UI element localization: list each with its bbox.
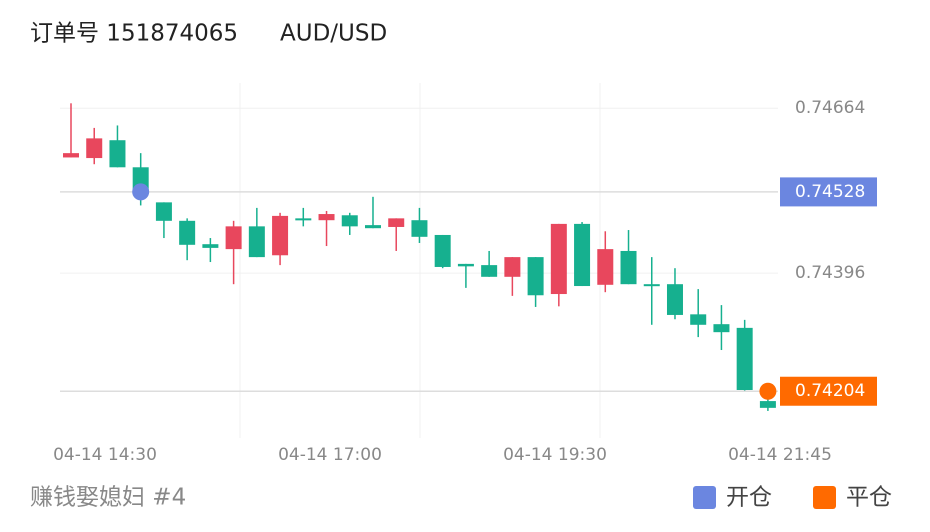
candle-body bbox=[364, 225, 381, 229]
candle-body bbox=[179, 220, 196, 245]
candle-body bbox=[388, 218, 405, 227]
x-tick-label: 04-14 21:45 bbox=[728, 445, 832, 465]
order-label: 订单号 151874065 bbox=[30, 21, 238, 47]
open_price-dot bbox=[132, 183, 150, 201]
candle-body bbox=[620, 250, 637, 285]
close_price-dot bbox=[759, 382, 777, 400]
candle-body bbox=[202, 244, 219, 248]
candle-body bbox=[248, 226, 265, 258]
x-tick-label: 04-14 14:30 bbox=[53, 445, 157, 465]
legend-swatch bbox=[813, 486, 836, 509]
candle-body bbox=[504, 257, 521, 277]
candle-body bbox=[527, 257, 544, 296]
x-tick-label: 04-14 19:30 bbox=[503, 445, 607, 465]
candle-body bbox=[481, 265, 498, 277]
x-tick-label: 04-14 17:00 bbox=[278, 445, 382, 465]
open_price-box bbox=[780, 177, 877, 207]
open_price-label: 0.74528 bbox=[795, 182, 865, 202]
y-tick-label: 0.74664 bbox=[795, 98, 865, 118]
candle-body bbox=[690, 314, 707, 325]
candle-body bbox=[295, 218, 312, 221]
candle-body bbox=[457, 263, 474, 267]
account: 赚钱娶媳妇 #4 bbox=[30, 485, 186, 511]
legend-swatch bbox=[693, 486, 716, 509]
candle-body bbox=[597, 249, 614, 285]
legend-label: 平仓 bbox=[846, 485, 892, 511]
candle-body bbox=[318, 214, 335, 221]
candle-body bbox=[666, 284, 683, 315]
candle-body bbox=[155, 202, 172, 221]
candle-body bbox=[550, 223, 567, 295]
close_price-label: 0.74204 bbox=[795, 381, 865, 401]
close_price-box bbox=[780, 376, 877, 406]
candle-body bbox=[63, 153, 79, 158]
y-tick-label: 0.74396 bbox=[795, 263, 865, 283]
candle-body bbox=[713, 324, 730, 333]
candle-body bbox=[109, 140, 126, 168]
candle-body bbox=[272, 215, 289, 256]
candle-body bbox=[643, 284, 660, 287]
candle-body bbox=[86, 138, 103, 159]
candle-body bbox=[411, 220, 428, 237]
candle-body bbox=[225, 226, 242, 250]
symbol: AUD/USD bbox=[280, 21, 387, 47]
legend-label: 开仓 bbox=[726, 485, 772, 511]
candle-body bbox=[574, 223, 591, 287]
candle-body bbox=[736, 327, 753, 391]
candle-body bbox=[759, 401, 776, 408]
candle-body bbox=[341, 215, 358, 227]
candle-body bbox=[434, 234, 451, 267]
